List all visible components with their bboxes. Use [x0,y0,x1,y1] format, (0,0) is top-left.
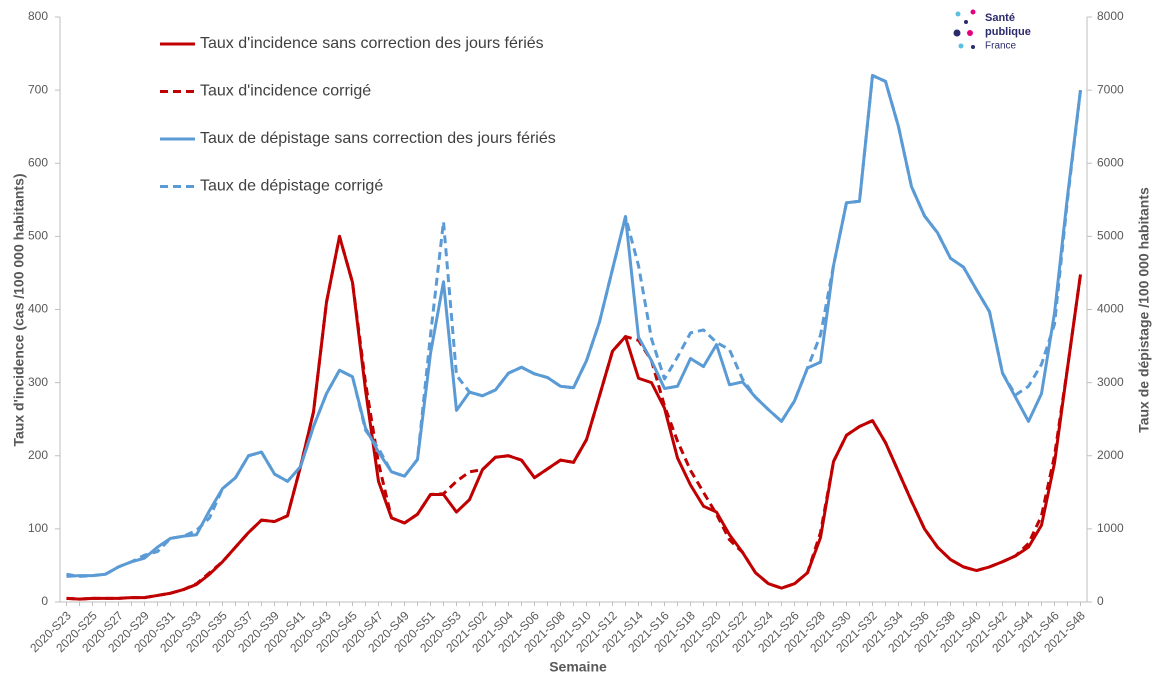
legend-label: Taux d'incidence sans correction des jou… [200,35,544,52]
y-tick-label: 700 [28,82,48,96]
logo-text: France [985,41,1017,52]
y-tick-label: 500 [28,229,48,243]
y-axis-title: Taux d'incidence (cas /100 000 habitants… [11,173,27,446]
y-tick-label: 600 [28,155,48,169]
logo-text: publique [985,26,1031,38]
y2-tick-label: 1000 [1097,521,1124,535]
y-tick-label: 800 [28,9,48,23]
series-line [66,234,1082,601]
y-tick-label: 100 [28,521,48,535]
legend-label: Taux d'incidence corrigé [200,83,371,100]
y2-tick-label: 7000 [1097,82,1124,96]
series-line [66,74,1082,578]
legend-label: Taux de dépistage corrigé [200,178,383,195]
logo-dot [964,20,968,24]
y-tick-label: 0 [41,594,48,608]
y2-tick-label: 8000 [1097,9,1124,23]
logo-dot [971,45,975,49]
logo: Santé publique France [953,9,1031,52]
y-tick-label: 300 [28,375,48,389]
y-tick-label: 400 [28,302,48,316]
y2-tick-label: 6000 [1097,155,1124,169]
logo-text: Santé [985,12,1015,24]
logo-dot [955,11,961,17]
y2-axis-title: Taux de dépistage /100 000 habitants [1136,187,1152,433]
y2-tick-label: 4000 [1097,302,1124,316]
legend-label: Taux de dépistage sans correction des jo… [200,130,556,147]
x-axis-title: Semaine [549,659,607,673]
logo-dot [970,9,976,15]
y2-tick-label: 3000 [1097,375,1124,389]
logo-dot [953,29,961,37]
logo-dot [967,30,973,36]
y2-tick-label: 0 [1097,594,1104,608]
series-line [66,74,1082,578]
series-line [66,234,1082,601]
y2-tick-label: 2000 [1097,448,1124,462]
y-tick-label: 200 [28,448,48,462]
y2-tick-label: 5000 [1097,229,1124,243]
logo-dot [958,43,964,49]
